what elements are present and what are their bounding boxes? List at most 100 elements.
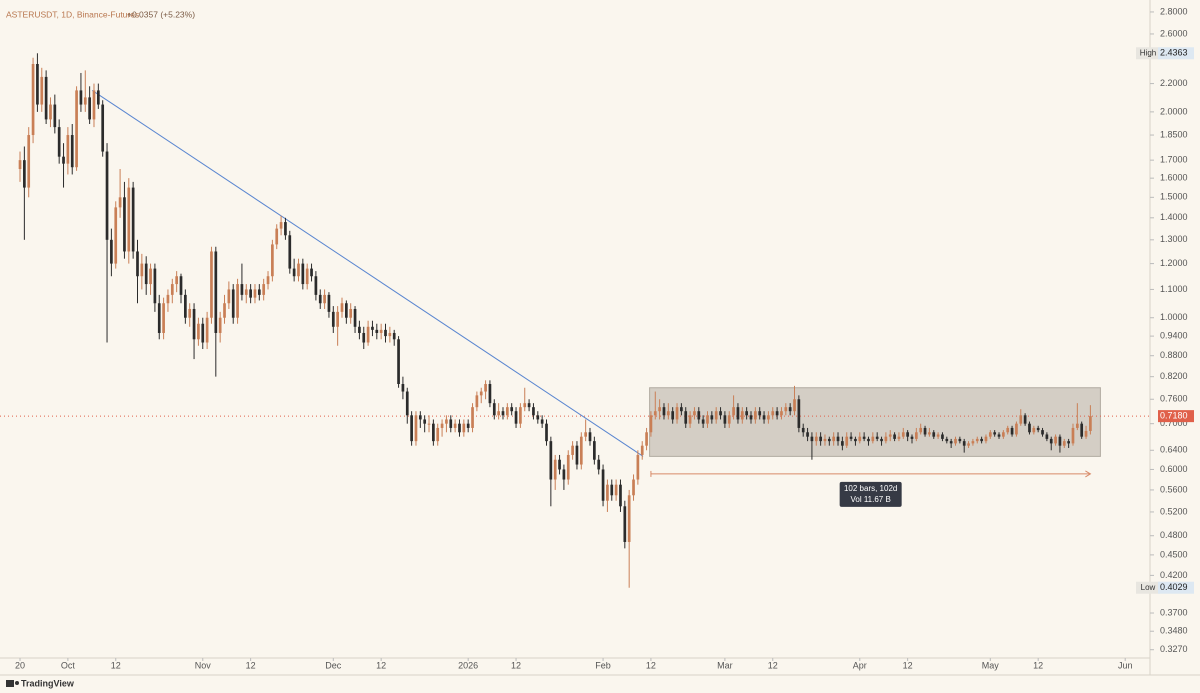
candle-body [249, 289, 252, 298]
candle-body [458, 423, 461, 433]
candle-body [727, 415, 731, 424]
candle-body [175, 276, 179, 285]
candle-body [253, 289, 257, 298]
candle-body [479, 391, 483, 396]
y-tick-label: 0.8800 [1160, 350, 1188, 360]
x-tick-label: Jun [1118, 660, 1133, 670]
high-value-box [1158, 47, 1194, 60]
candle-body [75, 90, 78, 168]
candle-body [588, 432, 592, 442]
candle-body [532, 407, 535, 416]
candle-body [732, 407, 735, 416]
candle-body [788, 407, 792, 412]
candle-body [284, 222, 287, 236]
candle-body [688, 415, 692, 424]
candle-body [440, 423, 444, 428]
candle-body [36, 63, 39, 105]
y-tick-label: 0.4200 [1160, 570, 1188, 580]
measure-tooltip [839, 481, 902, 507]
candle-body [658, 407, 661, 412]
candle-body [810, 436, 814, 442]
candle-body [157, 303, 161, 333]
x-tick-label: Dec [325, 660, 342, 670]
candle-body [432, 423, 435, 442]
candle-body [427, 423, 431, 425]
candle-body [131, 187, 135, 252]
candle-body [301, 263, 305, 285]
candle-body [405, 391, 409, 416]
candle-body [1089, 416, 1092, 431]
candle-body [566, 454, 570, 480]
candle-body [932, 432, 936, 437]
y-tick-label: 0.4800 [1160, 530, 1188, 540]
y-tick-label: 0.8200 [1160, 371, 1188, 381]
candle-body [1067, 441, 1070, 444]
candle-body [414, 415, 418, 442]
candle-body [606, 484, 609, 501]
last_price-value-box [1158, 410, 1194, 423]
candle-body [510, 407, 514, 412]
candle-body [318, 294, 322, 304]
x-tick-label: 12 [376, 660, 386, 670]
candle-body [379, 329, 383, 333]
candle-body [514, 411, 518, 424]
candle-body [875, 436, 879, 439]
candle-body [136, 251, 139, 277]
candle-body [453, 423, 457, 428]
candle-body [614, 484, 618, 496]
candle-body [980, 438, 983, 442]
candle-body [49, 104, 52, 120]
candle-body [53, 104, 57, 128]
candle-body [292, 268, 296, 277]
candle-body [166, 294, 170, 304]
candle-body [240, 284, 244, 295]
candle-body [697, 411, 701, 420]
candle-body [836, 436, 840, 442]
candle-body [349, 308, 353, 318]
candle-body [545, 423, 548, 442]
y-tick-label: 2.2000 [1160, 78, 1188, 88]
candle-body [201, 323, 205, 343]
candle-body [666, 411, 670, 416]
candle-body [305, 268, 309, 285]
candle-body [623, 506, 627, 542]
candle-body [714, 411, 718, 420]
candle-body [279, 222, 283, 229]
candle-body [362, 332, 366, 343]
candle-body [388, 332, 392, 337]
candle-body [384, 329, 387, 337]
y-tick-label: 0.3700 [1160, 607, 1188, 617]
x-tick-label: Oct [61, 660, 76, 670]
y-tick-label: 0.5600 [1160, 484, 1188, 494]
candle-body [536, 415, 540, 420]
candle-body [188, 308, 192, 318]
candle-body [749, 415, 753, 420]
y-tick-label: 1.5000 [1160, 192, 1188, 202]
candle-body [914, 432, 918, 439]
candle-body [1010, 427, 1014, 435]
candle-body [497, 411, 500, 416]
x-tick-label: Mar [717, 660, 733, 670]
candle-body [170, 284, 174, 295]
candle-body [366, 326, 370, 343]
candle-body [971, 441, 975, 444]
last_price-value: 0.7180 [1160, 411, 1188, 421]
candle-body [823, 438, 827, 442]
y-tick-label: 0.3480 [1160, 626, 1188, 636]
brand-name: TradingView [21, 678, 75, 688]
candle-body [410, 415, 413, 442]
candle-body [105, 151, 109, 240]
candle-body [345, 303, 348, 318]
candle-body [88, 97, 91, 120]
x-tick-label: Apr [853, 660, 867, 670]
candle-body [205, 317, 209, 343]
candle-body [671, 411, 675, 420]
candle-body [558, 459, 561, 470]
x-tick-label: 12 [768, 660, 778, 670]
arrow-head [1085, 470, 1092, 478]
candle-body [401, 384, 405, 392]
candle-body [771, 411, 775, 416]
candle-body [884, 436, 888, 442]
candle-body [975, 438, 979, 442]
